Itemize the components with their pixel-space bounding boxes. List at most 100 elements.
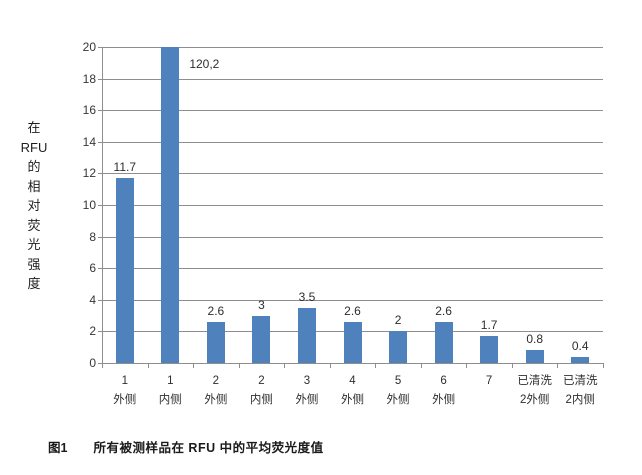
bar-value-label: 2 xyxy=(394,313,402,328)
gridline xyxy=(102,78,603,80)
gridline xyxy=(102,205,603,206)
y-tick-label: 8 xyxy=(89,229,96,244)
gridline xyxy=(102,236,603,238)
y-tick-label: 20 xyxy=(82,40,96,54)
bar xyxy=(389,331,408,363)
x-category-label-line: 6 xyxy=(440,375,447,387)
x-axis-tick xyxy=(420,364,422,368)
x-category-label-line: 外侧 xyxy=(113,394,137,406)
bar xyxy=(115,178,134,363)
y-tick-label: 6 xyxy=(89,261,96,276)
bar-value-label: 120,2 xyxy=(189,57,220,71)
bar xyxy=(252,315,271,363)
x-category-label-line: 外侧 xyxy=(432,394,456,406)
x-category-label: 4 外侧 xyxy=(325,372,381,410)
gridline xyxy=(102,47,603,48)
bar-value-label: 2.6 xyxy=(344,303,361,318)
bar-value-label: 3.5 xyxy=(298,289,316,304)
bar xyxy=(206,321,225,363)
gridline xyxy=(102,299,603,301)
x-category-label-line: 2 xyxy=(212,375,220,387)
y-axis-tick xyxy=(98,47,102,48)
x-axis-tick xyxy=(284,364,286,368)
bar-value-label: 11.7 xyxy=(113,160,136,175)
y-axis-line xyxy=(102,47,103,363)
x-category-label-line: 外侧 xyxy=(386,394,410,406)
y-axis-tick xyxy=(98,110,102,112)
y-tick-label: 14 xyxy=(82,134,96,149)
y-tick-label: 16 xyxy=(82,103,96,118)
gridline xyxy=(102,110,603,112)
y-axis-tick xyxy=(98,299,102,301)
bar xyxy=(525,350,544,363)
y-tick-label: 12 xyxy=(82,166,96,181)
x-axis-tick xyxy=(238,364,240,368)
x-category-label-line: 外侧 xyxy=(204,394,228,406)
x-axis-tick xyxy=(329,364,331,368)
y-axis-title-line: 相 xyxy=(27,178,41,194)
x-axis-tick xyxy=(375,364,377,368)
y-axis-title-line: 荧 xyxy=(27,217,41,233)
bar-chart: 0 2 4 6 8 10 12 14 16 18 20 11.7 1 外侧 120,2 1 内侧 2.6 2 外侧 3 2… xyxy=(14,40,604,410)
x-category-label-line: 2 xyxy=(258,375,265,387)
x-category-label-line: 已清洗 xyxy=(562,375,598,387)
gridline xyxy=(102,173,603,175)
x-category-label-line: 2内侧 xyxy=(565,394,595,406)
x-category-label-line: 2外侧 xyxy=(519,394,550,406)
y-axis-title-line: RFU xyxy=(20,139,48,155)
y-tick-label: 18 xyxy=(82,71,96,86)
x-axis-tick xyxy=(603,364,604,368)
x-category-label-line: 外侧 xyxy=(295,394,319,406)
bar xyxy=(571,356,590,363)
bar-value-label: 2.6 xyxy=(435,303,452,318)
gridline xyxy=(102,141,603,143)
figure-caption-tag: 图1 xyxy=(48,441,68,455)
bar-value-label: 2.6 xyxy=(207,303,225,318)
x-category-label-line: 1 xyxy=(121,375,128,387)
y-tick-label: 4 xyxy=(89,292,96,307)
x-category-label-line: 内侧 xyxy=(249,394,273,406)
y-axis-tick xyxy=(98,173,102,175)
x-axis-line xyxy=(102,363,604,364)
x-category-label-line: 4 xyxy=(349,375,356,387)
x-category-label: 1 内侧 xyxy=(143,372,199,410)
y-axis-tick xyxy=(98,363,102,364)
y-axis-tick xyxy=(98,205,102,206)
y-axis-tick xyxy=(98,331,102,333)
y-tick-label: 2 xyxy=(89,324,96,339)
y-axis-title-line: 在 xyxy=(27,120,41,135)
bar xyxy=(297,307,316,363)
x-category-label-line: 外侧 xyxy=(340,394,364,406)
x-category-label-line: 1 xyxy=(167,375,174,387)
bar xyxy=(480,336,499,363)
bar-value-label: 3 xyxy=(258,297,265,312)
gridline xyxy=(102,268,603,270)
y-axis-title-line: 对 xyxy=(27,198,41,213)
y-axis-tick xyxy=(98,268,102,270)
bar-value-label: 1.7 xyxy=(480,318,498,333)
x-axis-tick xyxy=(102,364,103,368)
x-category-label-line: 内侧 xyxy=(158,394,182,406)
bar xyxy=(161,47,180,363)
x-category-label-line: 3 xyxy=(303,375,311,387)
bar xyxy=(343,321,362,363)
x-axis-tick xyxy=(466,364,468,368)
y-axis-title-line: 的 xyxy=(27,159,41,174)
y-tick-label: 0 xyxy=(89,356,96,370)
x-category-label: 6 外侧 xyxy=(416,372,472,410)
x-category-label: 1 外侧 xyxy=(97,372,153,410)
x-category-label: 7 xyxy=(461,372,517,391)
figure-caption-text: 所有被测样品在 RFU 中的平均荧光度值 xyxy=(93,441,324,455)
x-axis-tick xyxy=(557,364,559,368)
x-category-label: 2 内侧 xyxy=(234,372,290,410)
x-category-label: 已清洗 2外侧 xyxy=(507,372,563,410)
y-axis-title: 在 RFU 的相对荧光强度 xyxy=(14,118,54,294)
y-tick-label: 10 xyxy=(82,198,96,212)
bar xyxy=(434,321,453,363)
bar-value-label: 0.8 xyxy=(526,332,544,347)
x-category-label: 5 外侧 xyxy=(370,372,426,410)
x-category-label: 2 外侧 xyxy=(188,372,244,410)
x-category-label-line: 已清洗 xyxy=(517,375,552,387)
x-axis-tick xyxy=(147,364,149,368)
